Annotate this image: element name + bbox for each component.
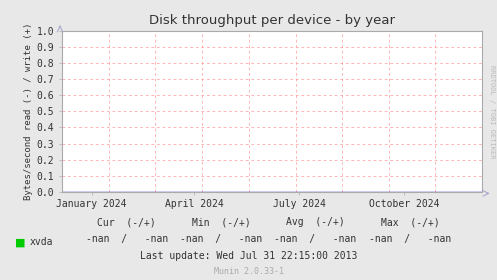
Text: Last update: Wed Jul 31 22:15:00 2013: Last update: Wed Jul 31 22:15:00 2013 (140, 251, 357, 261)
Text: Avg  (-/+): Avg (-/+) (286, 217, 345, 227)
Text: RRDTOOL / TOBI OETIKER: RRDTOOL / TOBI OETIKER (489, 65, 495, 159)
Text: Munin 2.0.33-1: Munin 2.0.33-1 (214, 267, 283, 276)
Text: Max  (-/+): Max (-/+) (381, 217, 439, 227)
Title: Disk throughput per device - by year: Disk throughput per device - by year (149, 14, 395, 27)
Text: -nan  /   -nan: -nan / -nan (180, 234, 262, 244)
Text: Min  (-/+): Min (-/+) (192, 217, 250, 227)
Text: -nan  /   -nan: -nan / -nan (369, 234, 451, 244)
Text: ■: ■ (15, 237, 25, 247)
Text: xvda: xvda (30, 237, 53, 247)
Text: -nan  /   -nan: -nan / -nan (85, 234, 168, 244)
Text: -nan  /   -nan: -nan / -nan (274, 234, 357, 244)
Y-axis label: Bytes/second read (-) / write (+): Bytes/second read (-) / write (+) (24, 23, 33, 200)
Text: Cur  (-/+): Cur (-/+) (97, 217, 156, 227)
